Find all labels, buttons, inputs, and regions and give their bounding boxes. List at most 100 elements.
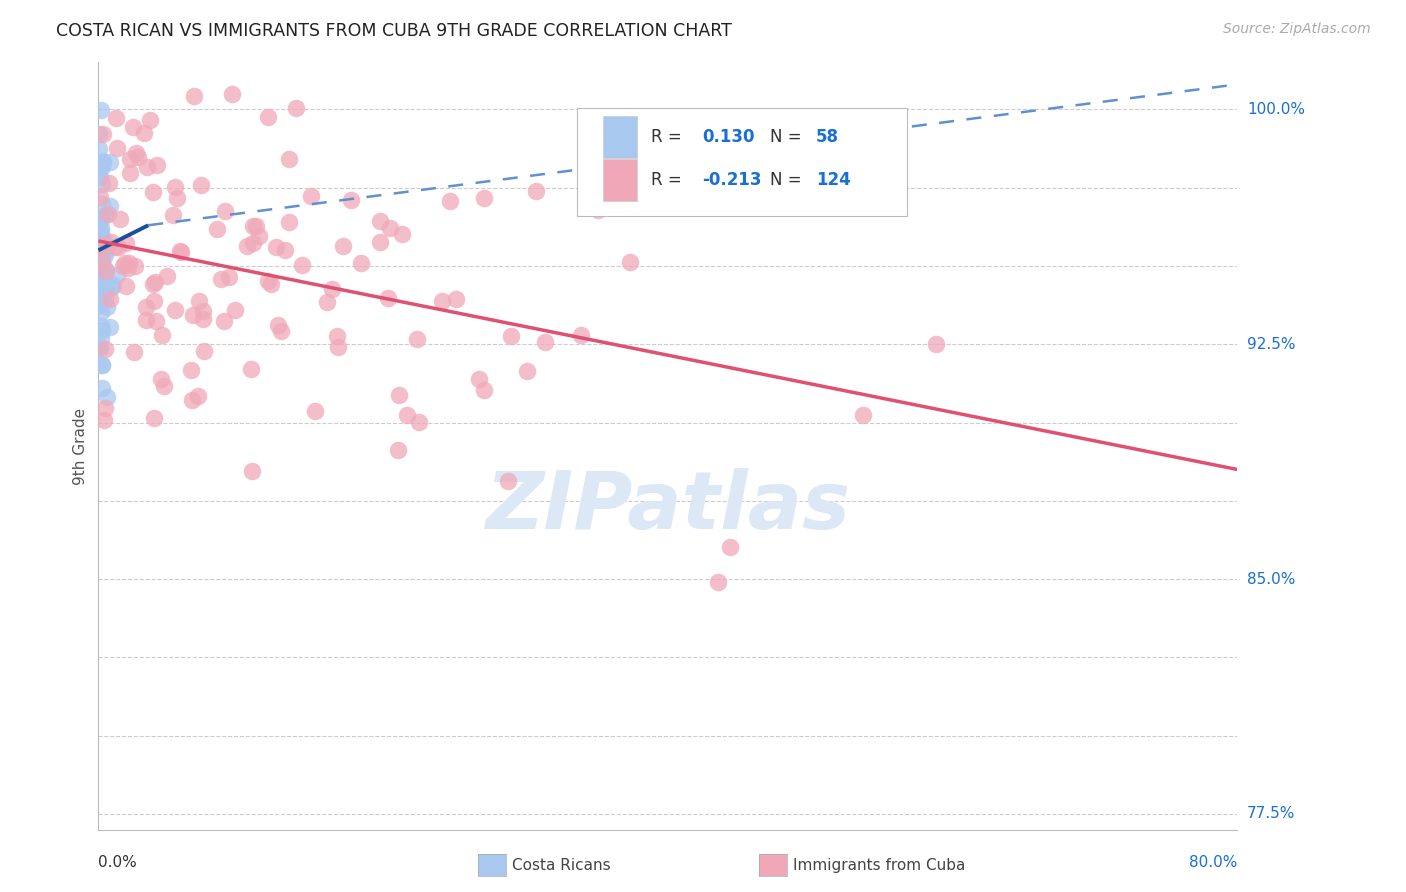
Point — [91, 127, 114, 141]
Point — [90, 212, 112, 227]
Point — [98, 155, 121, 169]
Text: COSTA RICAN VS IMMIGRANTS FROM CUBA 9TH GRADE CORRELATION CHART: COSTA RICAN VS IMMIGRANTS FROM CUBA 9TH … — [56, 22, 733, 40]
Point — [193, 303, 215, 318]
Point — [87, 298, 110, 312]
Point — [169, 244, 191, 259]
Point — [112, 260, 135, 274]
Point — [533, 335, 555, 350]
Point — [90, 230, 112, 244]
Text: 92.5%: 92.5% — [1247, 337, 1295, 351]
Text: 100.0%: 100.0% — [1247, 102, 1305, 117]
Point — [380, 220, 402, 235]
Point — [135, 161, 157, 175]
Point — [267, 318, 290, 333]
Point — [496, 474, 519, 488]
Point — [145, 313, 167, 327]
Point — [94, 401, 117, 416]
Point — [90, 381, 112, 395]
Point — [104, 240, 127, 254]
Point — [718, 540, 741, 554]
Text: Immigrants from Cuba: Immigrants from Cuba — [793, 858, 966, 872]
Text: R =: R = — [651, 170, 686, 189]
Point — [852, 408, 875, 422]
Text: 85.0%: 85.0% — [1247, 572, 1295, 587]
Point — [350, 255, 373, 269]
Point — [89, 169, 111, 184]
Point — [325, 329, 347, 343]
Point — [264, 240, 287, 254]
Point — [391, 227, 413, 241]
Point — [90, 331, 112, 345]
Point — [90, 221, 112, 235]
Point — [619, 255, 641, 269]
Point — [89, 239, 111, 253]
Point — [193, 344, 215, 359]
Point — [569, 328, 592, 343]
Point — [135, 300, 157, 314]
Point — [90, 322, 112, 336]
Point — [98, 292, 121, 306]
Point — [170, 244, 193, 259]
FancyBboxPatch shape — [576, 109, 907, 216]
Text: 77.5%: 77.5% — [1247, 806, 1295, 822]
Point — [87, 161, 110, 175]
Text: Costa Ricans: Costa Ricans — [512, 858, 610, 872]
Point — [395, 408, 418, 422]
Point — [187, 293, 209, 308]
Point — [257, 110, 280, 124]
Point — [105, 141, 128, 155]
Point — [377, 291, 399, 305]
Point — [127, 150, 149, 164]
Point — [304, 403, 326, 417]
Point — [218, 270, 240, 285]
Point — [89, 252, 111, 266]
Text: -0.213: -0.213 — [702, 170, 762, 189]
Point — [90, 272, 112, 286]
Point — [408, 416, 430, 430]
Point — [110, 211, 132, 226]
Point — [368, 235, 391, 249]
Point — [165, 303, 187, 318]
Point — [90, 103, 112, 118]
Point — [332, 238, 354, 252]
Point — [100, 235, 122, 249]
Point — [89, 189, 111, 203]
Point — [278, 153, 301, 167]
Text: N =: N = — [770, 128, 807, 146]
Point — [256, 274, 278, 288]
Text: Source: ZipAtlas.com: Source: ZipAtlas.com — [1223, 22, 1371, 37]
Point — [472, 383, 495, 397]
Point — [181, 308, 204, 322]
Point — [224, 302, 246, 317]
Point — [138, 113, 160, 128]
Point — [114, 255, 136, 269]
Point — [90, 252, 112, 266]
FancyBboxPatch shape — [603, 116, 637, 158]
Point — [326, 340, 349, 354]
Point — [124, 259, 146, 273]
Point — [93, 232, 115, 246]
Point — [284, 101, 307, 115]
Point — [94, 242, 117, 256]
Point — [94, 292, 117, 306]
Point — [91, 253, 114, 268]
Point — [94, 243, 117, 257]
Point — [146, 158, 169, 172]
Point — [209, 272, 232, 286]
Text: 80.0%: 80.0% — [1189, 855, 1237, 870]
Point — [270, 324, 292, 338]
Point — [87, 224, 110, 238]
Point — [90, 358, 112, 372]
Point — [118, 256, 141, 270]
Point — [121, 120, 143, 134]
Point — [524, 184, 547, 198]
Point — [221, 87, 243, 101]
Point — [115, 235, 138, 250]
Point — [93, 260, 115, 274]
Point — [190, 178, 212, 192]
Point — [339, 193, 361, 207]
Point — [125, 146, 148, 161]
Point — [142, 294, 165, 309]
Point — [247, 228, 270, 243]
Point — [321, 282, 343, 296]
